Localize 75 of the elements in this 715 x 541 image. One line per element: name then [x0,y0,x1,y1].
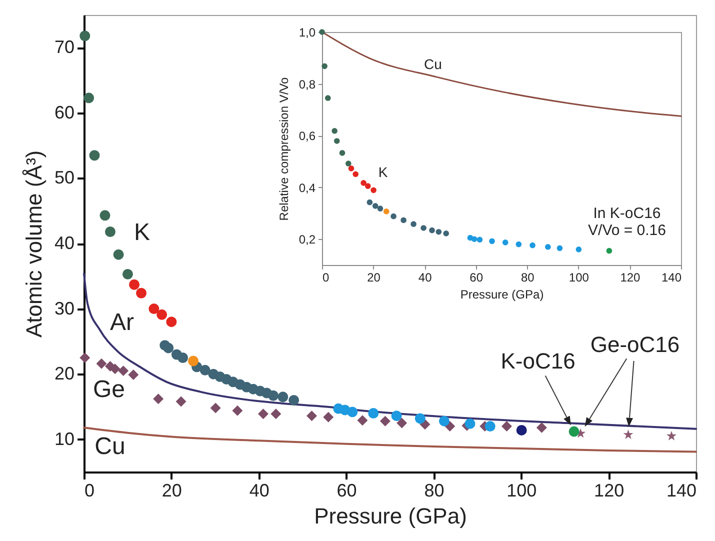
x-tick-label: 80 [520,270,535,284]
point [322,63,328,70]
point [410,221,416,228]
x-tick-label: 120 [620,270,641,284]
y-tick-label: 0,8 [298,77,316,92]
y-tick-label: 10 [54,428,74,449]
y-tick-label: 30 [54,298,74,318]
annotation: K [378,164,388,180]
point [324,95,331,101]
point [339,150,346,156]
point [370,187,376,194]
x-tick-label: 20 [367,270,381,284]
point [352,171,359,178]
x-tick-label: 80 [424,480,444,500]
point [489,238,495,244]
point [332,128,338,134]
line-series [83,426,697,453]
annotation: K [134,219,150,246]
point [360,180,366,186]
y-tick-label: 40 [54,233,74,253]
point [530,242,536,248]
x-tick-label: 60 [336,480,357,500]
point [400,217,406,224]
annotation: K-oC16 [500,348,576,374]
point [436,228,442,235]
point [334,138,340,144]
point [348,166,354,172]
point [606,248,612,254]
x-tick-label: 0 [84,480,95,500]
x-tick-label: 140 [661,270,682,284]
y-tick-label: 1,0 [298,26,316,40]
point [364,183,371,189]
point [576,246,582,252]
y-axis-title: Atomic volume (Å³) [21,150,46,338]
point [502,240,508,246]
point [516,241,522,248]
point [545,244,551,250]
annotation: Cu [94,433,126,460]
x-tick-label: 120 [594,480,624,500]
y-tick-label: 0,4 [298,180,316,195]
annotation: Ge [92,376,126,403]
point [345,160,352,166]
x-tick-label: 0 [322,270,330,284]
x-tick-label: 100 [568,270,590,284]
point [390,213,396,220]
point [372,203,378,209]
point [366,199,373,206]
annotation: Cu [424,56,442,72]
point [471,236,478,242]
annotation: In K-oC16 V/Vo = 0.16 [588,205,666,239]
x-tick-label: 20 [162,480,182,500]
line-series [83,272,697,430]
x-tick-label: 100 [506,480,537,500]
y-tick-label: 0,2 [298,232,316,247]
annotation: Ar [110,309,134,336]
y-axis-title: Relative compression V/Vo [276,76,291,221]
x-tick-label: 140 [666,480,696,500]
point [383,208,390,214]
x-tick-label: 60 [470,270,484,284]
point [377,206,384,212]
point [443,230,450,236]
point [476,236,483,243]
y-tick-label: 60 [54,102,74,122]
point [556,245,563,252]
y-tick-label: 70 [54,37,74,58]
x-axis-title: Pressure (GPa) [460,288,544,302]
x-tick-label: 40 [249,480,270,500]
x-axis-title: Pressure (GPa) [314,504,467,528]
y-tick-label: 0,6 [298,129,316,144]
point [429,227,435,234]
point [420,225,426,231]
annotation: Ge-oC16 [590,332,680,357]
y-tick-label: 50 [54,168,74,188]
x-tick-label: 40 [418,270,432,284]
y-tick-label: 20 [54,364,74,384]
